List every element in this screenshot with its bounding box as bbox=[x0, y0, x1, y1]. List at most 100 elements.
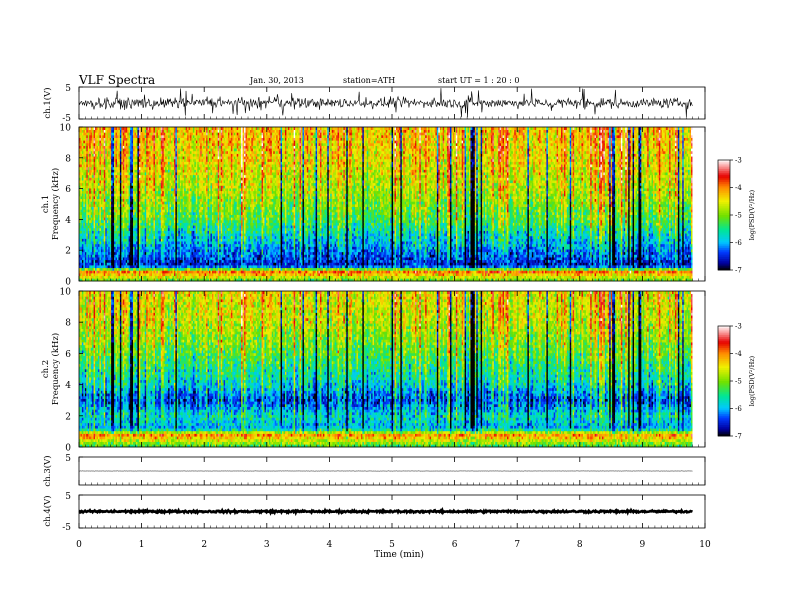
spectrogram-cell bbox=[97, 246, 100, 250]
spectrogram-cell bbox=[121, 164, 124, 168]
spectrogram-cell bbox=[106, 254, 109, 258]
spectrogram-cell bbox=[106, 265, 109, 269]
spectrogram-cell bbox=[79, 140, 81, 144]
spectrogram-cell bbox=[87, 219, 90, 223]
spectrogram-cell bbox=[81, 174, 84, 178]
spectrogram-cell bbox=[112, 219, 115, 223]
spectrogram-cell bbox=[128, 177, 131, 181]
spectrogram-cell bbox=[114, 241, 116, 245]
spectrogram-cell bbox=[128, 206, 131, 210]
spectrogram-cell bbox=[122, 161, 125, 165]
spectrogram-cell bbox=[93, 257, 96, 261]
spectrogram-cell bbox=[121, 193, 124, 197]
spectrogram-cell bbox=[84, 222, 87, 226]
spectrogram-cell bbox=[119, 227, 122, 231]
spectrogram-cell bbox=[89, 127, 92, 131]
spectrogram-cell bbox=[96, 142, 99, 146]
spectrogram-cell bbox=[119, 196, 122, 200]
spectrogram-cell bbox=[108, 275, 111, 279]
spectrogram-cell bbox=[80, 150, 83, 154]
spectrogram-cell bbox=[121, 204, 124, 208]
spectrogram-cell bbox=[99, 201, 102, 205]
spectrogram-cell bbox=[90, 259, 93, 263]
spectrogram-cell bbox=[105, 164, 108, 168]
spectrogram-cell bbox=[103, 158, 106, 162]
spectrogram-cell bbox=[127, 206, 130, 210]
spectrogram-cell bbox=[79, 180, 81, 184]
spectrogram-cell bbox=[100, 235, 103, 239]
spectrogram-cell bbox=[87, 275, 90, 279]
spectrogram-cell bbox=[97, 142, 100, 146]
spectrogram-cell bbox=[125, 243, 128, 247]
spectrogram-cell bbox=[108, 265, 111, 269]
spectrogram-cell bbox=[125, 182, 128, 186]
spectrogram-cell bbox=[89, 132, 92, 136]
spectrogram-cell bbox=[90, 206, 93, 210]
spectrogram-cell bbox=[87, 185, 90, 189]
spectrogram-cell bbox=[86, 196, 89, 200]
spectrogram-cell bbox=[86, 182, 89, 186]
spectrogram-cell bbox=[99, 278, 102, 282]
spectrogram-cell bbox=[122, 249, 125, 253]
spectrogram-cell bbox=[95, 198, 97, 202]
spectrogram-cell bbox=[116, 156, 119, 160]
spectrogram-cell bbox=[128, 161, 131, 165]
spectrogram-cell bbox=[122, 145, 125, 149]
spectrogram-cell bbox=[84, 219, 87, 223]
spectrogram-cell bbox=[108, 132, 111, 136]
spectrogram-cell bbox=[124, 134, 127, 138]
spectrogram-cell bbox=[84, 214, 87, 218]
spectrogram-cell bbox=[80, 209, 83, 213]
spectrogram-cell bbox=[92, 273, 94, 277]
spectrogram-cell bbox=[86, 267, 89, 271]
spectrogram-cell bbox=[90, 132, 93, 136]
spectrogram-cell bbox=[80, 225, 83, 229]
spectrogram-cell bbox=[92, 238, 94, 242]
spectrogram-cell bbox=[121, 254, 124, 258]
spectrogram-cell bbox=[100, 180, 103, 184]
spectrogram-cell bbox=[87, 129, 90, 133]
spectrogram-cell bbox=[97, 166, 100, 170]
spectrogram-cell bbox=[92, 190, 94, 194]
spectrogram-cell bbox=[124, 278, 127, 282]
spectrogram-cell bbox=[125, 254, 128, 258]
spectrogram-cell bbox=[80, 127, 83, 131]
spectrogram-cell bbox=[92, 150, 94, 154]
spectrogram-cell bbox=[97, 158, 100, 162]
spectrogram-cell bbox=[99, 254, 102, 258]
spectrogram-cell bbox=[79, 185, 81, 189]
spectrogram-cell bbox=[79, 142, 81, 146]
spectrogram-cell bbox=[87, 243, 90, 247]
spectrogram-cell bbox=[122, 278, 125, 282]
spectrogram-cell bbox=[114, 238, 116, 242]
spectrogram-cell bbox=[105, 233, 108, 237]
spectrogram-cell bbox=[100, 153, 103, 157]
spectrogram-cell bbox=[87, 196, 90, 200]
spectrogram-cell bbox=[80, 190, 83, 194]
spectrogram-cell bbox=[89, 145, 92, 149]
spectrogram-cell bbox=[90, 127, 93, 131]
spectrogram-cell bbox=[127, 241, 130, 245]
spectrogram-cell bbox=[119, 193, 122, 197]
spectrogram-cell bbox=[80, 259, 83, 263]
spectrogram-cell bbox=[109, 262, 112, 266]
spectrogram-cell bbox=[122, 182, 125, 186]
spectrogram-cell bbox=[99, 150, 102, 154]
spectrogram-cell bbox=[128, 188, 131, 192]
spectrogram-cell bbox=[112, 275, 115, 279]
spectrogram-cell bbox=[100, 137, 103, 141]
spectrogram-cell bbox=[83, 238, 86, 242]
spectrogram-cell bbox=[111, 132, 113, 136]
spectrogram-cell bbox=[125, 214, 128, 218]
spectrogram-cell bbox=[121, 267, 124, 271]
spectrogram-cell bbox=[84, 267, 87, 271]
spectrogram-cell bbox=[103, 254, 106, 258]
spectrogram-cell bbox=[114, 188, 116, 192]
spectrogram-cell bbox=[119, 233, 122, 237]
spectrogram-cell bbox=[124, 127, 127, 131]
spectrogram-cell bbox=[89, 134, 92, 138]
spectrogram-cell bbox=[92, 227, 94, 231]
spectrogram-cell bbox=[90, 209, 93, 213]
spectrogram-cell bbox=[79, 214, 81, 218]
spectrogram-cell bbox=[106, 172, 109, 176]
